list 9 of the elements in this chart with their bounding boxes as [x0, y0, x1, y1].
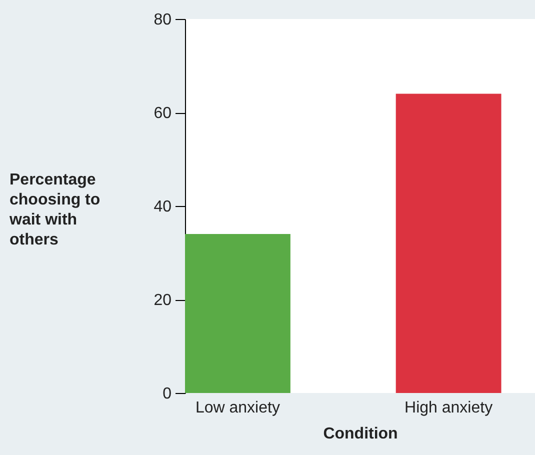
y-tick-label: 40: [154, 198, 172, 216]
y-tick-label: 80: [154, 12, 172, 28]
x-axis-title: Condition: [323, 426, 398, 442]
y-tick-label: 0: [162, 386, 172, 402]
x-tick-label: Low anxiety: [195, 400, 280, 416]
x-tick-label: High anxiety: [404, 400, 493, 416]
y-tick-label: 20: [154, 292, 172, 309]
y-tick-label: 60: [154, 105, 172, 122]
y-axis-title: Percentage choosing to wait with others: [8, 172, 100, 248]
